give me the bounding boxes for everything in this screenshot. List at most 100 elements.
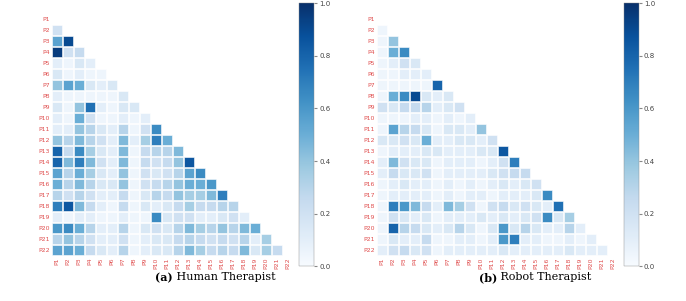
Bar bbox=[173, 157, 183, 167]
Bar bbox=[52, 212, 62, 222]
Bar bbox=[564, 212, 574, 222]
Bar bbox=[162, 223, 172, 233]
Bar bbox=[195, 212, 205, 222]
Bar bbox=[497, 146, 508, 156]
Bar bbox=[63, 168, 73, 178]
Bar bbox=[173, 146, 183, 156]
Bar bbox=[129, 113, 139, 123]
Bar bbox=[184, 234, 194, 244]
Bar bbox=[85, 245, 95, 256]
Bar bbox=[140, 179, 150, 189]
Bar bbox=[151, 135, 161, 145]
Bar bbox=[52, 245, 62, 256]
Bar bbox=[85, 113, 95, 123]
Bar bbox=[377, 234, 387, 244]
Bar bbox=[96, 135, 106, 145]
Bar bbox=[162, 157, 172, 167]
Bar bbox=[410, 58, 420, 68]
Bar bbox=[475, 234, 486, 244]
Bar bbox=[453, 168, 464, 178]
Bar bbox=[140, 146, 150, 156]
Bar bbox=[475, 168, 486, 178]
Bar bbox=[63, 36, 73, 46]
Bar bbox=[140, 223, 150, 233]
Bar bbox=[475, 135, 486, 145]
Bar bbox=[195, 201, 205, 211]
Bar bbox=[388, 179, 398, 189]
Bar bbox=[453, 113, 464, 123]
Bar bbox=[151, 234, 161, 244]
Bar bbox=[388, 223, 398, 233]
Bar bbox=[442, 201, 453, 211]
Bar bbox=[129, 157, 139, 167]
Bar bbox=[129, 146, 139, 156]
Bar bbox=[486, 234, 497, 244]
Bar bbox=[74, 102, 84, 112]
Bar bbox=[410, 201, 420, 211]
Bar bbox=[239, 245, 249, 256]
Bar bbox=[542, 190, 552, 200]
Bar bbox=[63, 91, 73, 101]
Bar bbox=[421, 245, 431, 256]
Bar bbox=[388, 80, 398, 90]
Bar bbox=[85, 212, 95, 222]
Bar bbox=[217, 212, 227, 222]
Bar bbox=[520, 179, 530, 189]
Bar bbox=[85, 69, 95, 79]
Bar bbox=[453, 157, 464, 167]
Bar bbox=[228, 245, 238, 256]
Bar bbox=[553, 234, 563, 244]
Bar bbox=[217, 190, 227, 200]
Bar bbox=[509, 190, 519, 200]
Bar bbox=[388, 168, 398, 178]
Bar bbox=[531, 201, 541, 211]
Bar bbox=[118, 201, 128, 211]
Bar bbox=[52, 91, 62, 101]
Bar bbox=[151, 168, 161, 178]
Bar bbox=[410, 245, 420, 256]
Text: (b): (b) bbox=[479, 272, 497, 284]
Bar bbox=[129, 201, 139, 211]
Bar bbox=[228, 201, 238, 211]
Bar bbox=[107, 168, 117, 178]
Bar bbox=[399, 157, 409, 167]
Bar bbox=[107, 135, 117, 145]
Bar bbox=[96, 212, 106, 222]
Bar bbox=[421, 135, 431, 145]
Bar bbox=[442, 179, 453, 189]
Bar bbox=[377, 69, 387, 79]
Bar bbox=[431, 102, 442, 112]
Bar bbox=[388, 124, 398, 134]
Bar bbox=[399, 190, 409, 200]
Bar bbox=[410, 91, 420, 101]
Bar bbox=[377, 212, 387, 222]
Bar bbox=[388, 69, 398, 79]
Bar bbox=[96, 245, 106, 256]
Bar bbox=[118, 234, 128, 244]
Bar bbox=[74, 201, 84, 211]
Bar bbox=[63, 113, 73, 123]
Bar bbox=[453, 212, 464, 222]
Bar bbox=[140, 234, 150, 244]
Bar bbox=[52, 201, 62, 211]
Bar bbox=[475, 179, 486, 189]
Bar bbox=[107, 102, 117, 112]
Bar bbox=[74, 245, 84, 256]
Bar bbox=[107, 113, 117, 123]
Bar bbox=[52, 102, 62, 112]
Bar bbox=[107, 234, 117, 244]
Bar bbox=[431, 201, 442, 211]
Bar bbox=[107, 190, 117, 200]
Bar bbox=[453, 179, 464, 189]
Bar bbox=[377, 91, 387, 101]
Bar bbox=[129, 102, 139, 112]
Bar bbox=[399, 223, 409, 233]
Bar bbox=[162, 179, 172, 189]
Bar bbox=[388, 47, 398, 57]
Text: Human Therapist: Human Therapist bbox=[173, 272, 275, 282]
Bar bbox=[377, 157, 387, 167]
Bar bbox=[107, 212, 117, 222]
Bar bbox=[217, 245, 227, 256]
Bar bbox=[151, 223, 161, 233]
Bar bbox=[74, 91, 84, 101]
